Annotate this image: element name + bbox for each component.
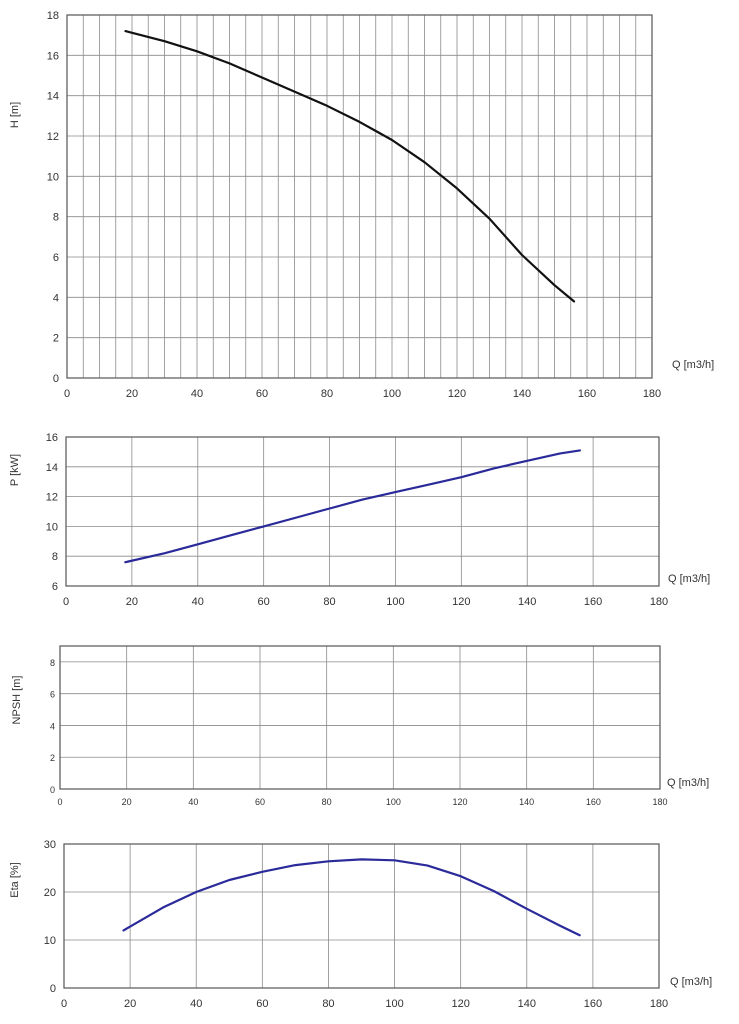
head-x-tick-label: 100 xyxy=(383,388,401,400)
npsh-y-tick-label: 2 xyxy=(50,753,55,763)
power-x-tick-label: 120 xyxy=(452,596,470,608)
npsh-x-tick-label: 120 xyxy=(452,797,467,807)
eta-y-tick-label: 30 xyxy=(44,839,56,851)
power-x-tick-label: 0 xyxy=(63,596,69,608)
head-x-tick-label: 180 xyxy=(643,388,661,400)
npsh-x-tick-label: 20 xyxy=(122,797,132,807)
head-x-tick-label: 80 xyxy=(321,388,333,400)
eta-x-tick-label: 20 xyxy=(124,998,136,1010)
eta-x-tick-label: 60 xyxy=(256,998,268,1010)
npsh-x-tick-label: 140 xyxy=(519,797,534,807)
npsh-x-tick-label: 80 xyxy=(322,797,332,807)
head-x-tick-label: 120 xyxy=(448,388,466,400)
eta-x-tick-label: 140 xyxy=(518,998,536,1010)
npsh-x-tick-label: 60 xyxy=(255,797,265,807)
eta-series-line-eta xyxy=(122,858,581,937)
eta-x-tick-label: 120 xyxy=(451,998,469,1010)
head-y-tick-label: 4 xyxy=(53,292,59,304)
head-y-tick-label: 8 xyxy=(53,212,59,224)
eta-x-tick-label: 160 xyxy=(584,998,602,1010)
head-gridlines xyxy=(66,14,653,379)
npsh-x-tick-label: 40 xyxy=(188,797,198,807)
head-y-tick-label: 14 xyxy=(47,91,59,103)
power-y-tick-label: 6 xyxy=(52,581,58,593)
npsh-chart: 0 20 40 60 80 100 120 140 160 180 0 2 4 6 8 NPSH [m] Q [… xyxy=(11,645,709,807)
head-x-axis-label: Q [m3/h] xyxy=(672,359,714,371)
eta-frame xyxy=(63,843,660,989)
npsh-x-tick-label: 100 xyxy=(386,797,401,807)
head-x-tick-label: 60 xyxy=(256,388,268,400)
power-x-axis-label: Q [m3/h] xyxy=(668,573,710,585)
npsh-x-tick-label: 180 xyxy=(652,797,667,807)
head-y-tick-label: 0 xyxy=(53,373,59,385)
npsh-y-tick-label: 0 xyxy=(50,785,55,795)
head-x-tick-label: 140 xyxy=(513,388,531,400)
eta-y-axis-label: Eta [%] xyxy=(9,862,21,897)
head-y-tick-label: 18 xyxy=(47,10,59,22)
head-series-line-h xyxy=(124,30,576,303)
power-x-tick-label: 100 xyxy=(386,596,404,608)
eta-x-tick-label: 180 xyxy=(650,998,668,1010)
power-y-tick-label: 12 xyxy=(46,492,58,504)
power-y-tick-label: 10 xyxy=(46,521,58,533)
npsh-x-tick-label: 0 xyxy=(57,797,62,807)
head-y-tick-label: 12 xyxy=(47,131,59,143)
npsh-plot-area xyxy=(60,646,660,789)
power-y-tick-label: 16 xyxy=(46,432,58,444)
eta-x-tick-label: 40 xyxy=(190,998,202,1010)
power-x-tick-label: 80 xyxy=(323,596,335,608)
power-y-axis-label: P [kW] xyxy=(9,454,21,486)
power-x-tick-label: 20 xyxy=(126,596,138,608)
power-plot-area xyxy=(66,437,659,586)
power-x-tick-label: 40 xyxy=(192,596,204,608)
eta-y-tick-label: 0 xyxy=(50,983,56,995)
head-y-tick-label: 10 xyxy=(47,171,59,183)
head-x-tick-label: 0 xyxy=(64,388,70,400)
power-chart: 0 20 40 60 80 100 120 140 160 180 6 8 10 12 14 16 P [kW]… xyxy=(9,432,710,608)
eta-plot-area xyxy=(64,844,659,988)
head-frame xyxy=(66,14,653,379)
head-x-tick-label: 40 xyxy=(191,388,203,400)
head-chart: 0 20 40 60 80 100 120 140 160 180 0 2 4 6 8 10 12 14 16 18 H… xyxy=(9,10,714,400)
eta-x-tick-label: 0 xyxy=(61,998,67,1010)
power-x-tick-label: 160 xyxy=(584,596,602,608)
head-y-tick-label: 16 xyxy=(47,50,59,62)
eta-x-tick-label: 100 xyxy=(385,998,403,1010)
power-x-tick-label: 140 xyxy=(518,596,536,608)
head-y-tick-label: 6 xyxy=(53,252,59,264)
eta-chart: 0 20 40 60 80 100 120 140 160 180 0 10 20 30 Eta [%] Q … xyxy=(9,839,712,1010)
power-frame xyxy=(65,436,660,587)
head-x-tick-label: 20 xyxy=(126,388,138,400)
npsh-y-tick-label: 6 xyxy=(50,690,55,700)
eta-x-axis-label: Q [m3/h] xyxy=(670,976,712,988)
power-y-tick-label: 14 xyxy=(46,462,58,474)
npsh-y-tick-label: 8 xyxy=(50,658,55,668)
head-x-tick-label: 160 xyxy=(578,388,596,400)
npsh-x-axis-label: Q [m3/h] xyxy=(667,777,709,789)
eta-x-tick-label: 80 xyxy=(322,998,334,1010)
head-y-axis-label: H [m] xyxy=(9,102,21,128)
power-x-tick-label: 180 xyxy=(650,596,668,608)
power-series-line-p xyxy=(124,449,582,564)
head-y-tick-label: 2 xyxy=(53,333,59,345)
power-y-tick-label: 8 xyxy=(52,551,58,563)
npsh-y-tick-label: 4 xyxy=(50,721,55,731)
npsh-y-axis-label: NPSH [m] xyxy=(11,676,23,725)
npsh-frame xyxy=(59,645,661,790)
eta-y-tick-label: 10 xyxy=(44,935,56,947)
power-x-tick-label: 60 xyxy=(258,596,270,608)
eta-y-tick-label: 20 xyxy=(44,887,56,899)
npsh-x-tick-label: 160 xyxy=(586,797,601,807)
